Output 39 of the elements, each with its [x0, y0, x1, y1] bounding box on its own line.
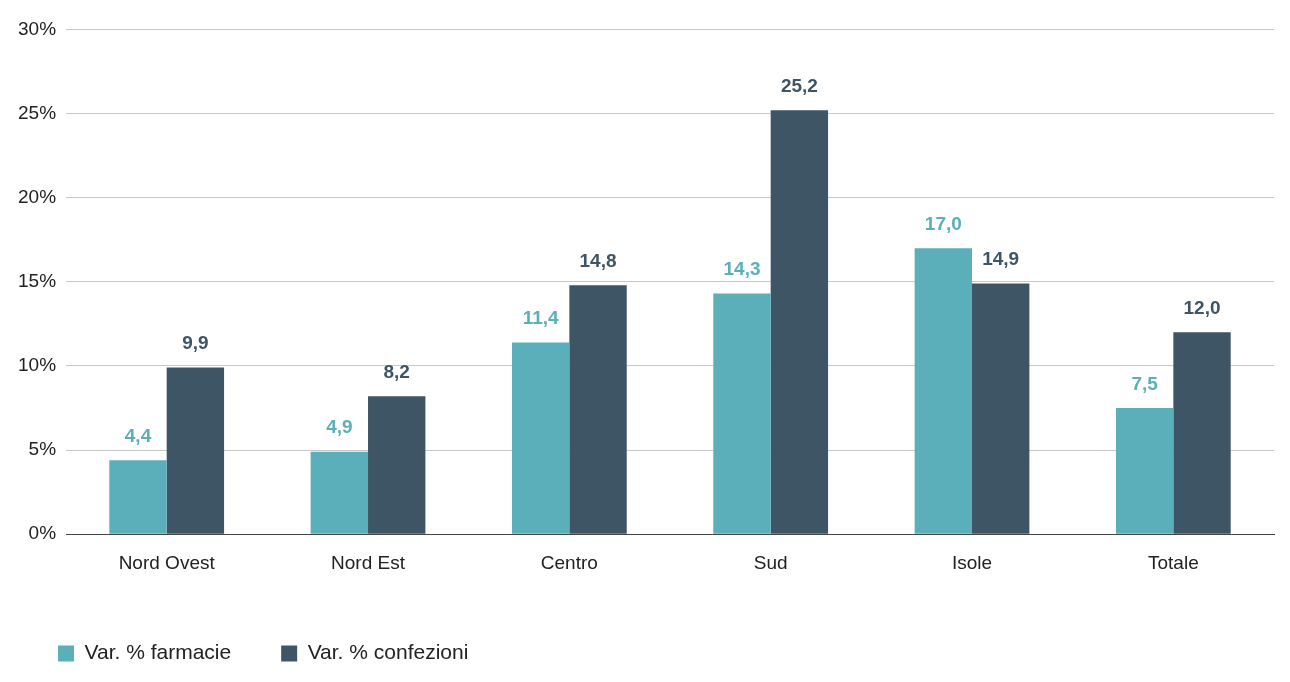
- y-tick-label: 5%: [28, 438, 57, 460]
- bar: [166, 367, 225, 534]
- y-tick-label: 10%: [18, 354, 57, 376]
- bar: [1173, 332, 1231, 534]
- data-label: 17,0: [924, 212, 962, 234]
- data-label: 4,4: [124, 424, 152, 446]
- bar: [1115, 408, 1174, 534]
- bar: [368, 396, 426, 534]
- data-label: 14,3: [723, 258, 761, 280]
- y-tick-label: 30%: [18, 17, 57, 39]
- bar: [713, 293, 771, 534]
- data-label: 9,9: [182, 332, 209, 354]
- y-tick-label: 25%: [18, 101, 57, 123]
- data-label: 4,9: [326, 416, 353, 438]
- bar: [310, 451, 369, 534]
- y-tick-label: 20%: [18, 185, 57, 207]
- data-label: 11,4: [522, 307, 560, 329]
- data-label: 25,2: [780, 74, 818, 96]
- y-tick-label: 0%: [28, 522, 57, 544]
- data-label: 7,5: [1131, 372, 1159, 394]
- bar: [569, 285, 627, 534]
- x-tick-label: Centro: [540, 551, 598, 573]
- bar: [972, 283, 1030, 534]
- y-tick-label: 15%: [18, 270, 57, 292]
- legend-label: Var. % farmacie: [84, 640, 232, 664]
- x-tick-label: Nord Est: [331, 551, 406, 573]
- bar: [770, 110, 829, 534]
- x-tick-label: Sud: [753, 551, 788, 573]
- data-label: 8,2: [383, 360, 410, 382]
- data-label: 12,0: [1183, 297, 1221, 319]
- x-tick-label: Isole: [951, 551, 993, 573]
- x-tick-label: Nord Ovest: [118, 551, 216, 573]
- bar: [914, 248, 973, 534]
- bar: [511, 342, 570, 534]
- x-tick-label: Totale: [1147, 551, 1199, 573]
- legend-label: Var. % confezioni: [307, 640, 469, 664]
- bar: [109, 460, 167, 534]
- data-label: 14,8: [579, 249, 617, 271]
- data-label: 14,9: [982, 248, 1020, 270]
